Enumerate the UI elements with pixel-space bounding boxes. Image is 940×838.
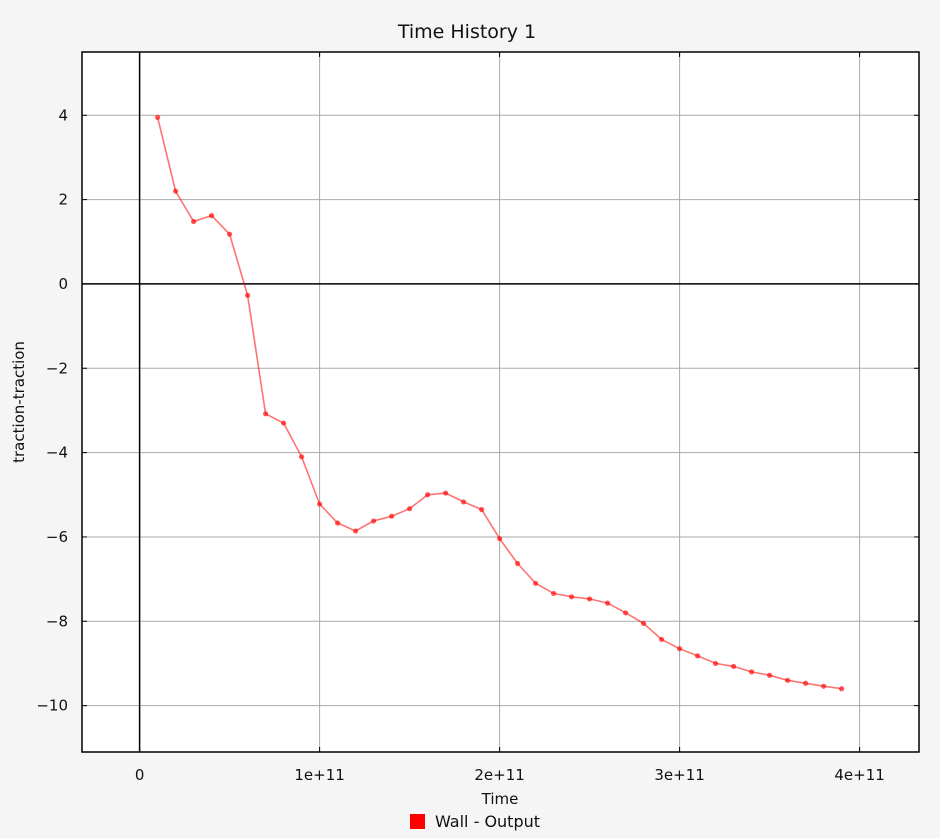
- data-point: [713, 660, 719, 667]
- data-point: [353, 528, 359, 534]
- legend-label: Wall - Output: [435, 812, 541, 831]
- data-point: [623, 610, 629, 616]
- x-tick-label: 4e+11: [834, 766, 884, 784]
- plot-frame: [81, 51, 920, 753]
- zero-axis-lines: [82, 52, 919, 752]
- x-tick-labels: 0 1e+11 2e+11 3e+11 4e+11: [135, 766, 885, 784]
- data-point: [245, 292, 251, 298]
- data-point: [191, 218, 197, 225]
- data-point: [551, 590, 557, 597]
- y-tick-labels: 4 2 0 −2 −4 −6 −8 −10: [36, 106, 68, 714]
- legend: Wall - Output: [410, 812, 540, 831]
- y-axis-label: traction-traction: [10, 341, 28, 463]
- data-point: [569, 594, 575, 600]
- data-point: [839, 686, 845, 692]
- data-point: [515, 560, 521, 567]
- data-point: [533, 580, 539, 586]
- data-point: [461, 499, 467, 505]
- data-point: [389, 513, 395, 519]
- y-tick-label: −4: [46, 444, 68, 462]
- y-tick-label: −2: [46, 359, 68, 377]
- y-tick-label: −6: [46, 528, 68, 546]
- plot-area: [82, 52, 919, 752]
- data-point: [677, 646, 683, 652]
- data-point: [479, 506, 485, 513]
- data-point: [407, 506, 413, 512]
- y-tick-label: −10: [36, 697, 68, 715]
- legend-swatch: [410, 814, 425, 829]
- x-tick-label: 1e+11: [294, 766, 344, 784]
- data-point: [605, 600, 611, 606]
- data-point: [749, 669, 755, 675]
- y-tick-label: 2: [58, 191, 68, 209]
- data-point: [641, 620, 647, 626]
- y-tick-label: 0: [58, 275, 68, 293]
- data-point: [803, 680, 809, 686]
- data-point: [695, 653, 701, 659]
- data-point: [785, 677, 791, 683]
- data-point: [767, 672, 773, 678]
- x-tick-label: 3e+11: [654, 766, 704, 784]
- data-point: [731, 663, 737, 669]
- x-axis-label: Time: [481, 790, 519, 808]
- data-point: [263, 411, 269, 417]
- data-point: [659, 636, 665, 643]
- data-point: [587, 596, 593, 602]
- data-point: [371, 518, 377, 524]
- data-point: [299, 454, 305, 460]
- data-point: [425, 492, 431, 498]
- data-point: [281, 420, 287, 426]
- data-point: [443, 490, 449, 496]
- chart-title: Time History 1: [397, 21, 536, 43]
- y-tick-label: 4: [58, 106, 68, 124]
- data-point: [227, 231, 233, 237]
- y-tick-label: −8: [46, 612, 68, 630]
- x-tick-label: 2e+11: [474, 766, 524, 784]
- data-point: [497, 536, 503, 542]
- series-layer: [155, 114, 845, 692]
- data-point: [155, 114, 161, 120]
- data-point: [173, 188, 179, 194]
- data-point: [317, 501, 323, 507]
- x-tick-label: 0: [135, 766, 145, 784]
- data-point: [335, 520, 341, 526]
- data-point: [209, 213, 215, 219]
- data-point: [821, 683, 827, 689]
